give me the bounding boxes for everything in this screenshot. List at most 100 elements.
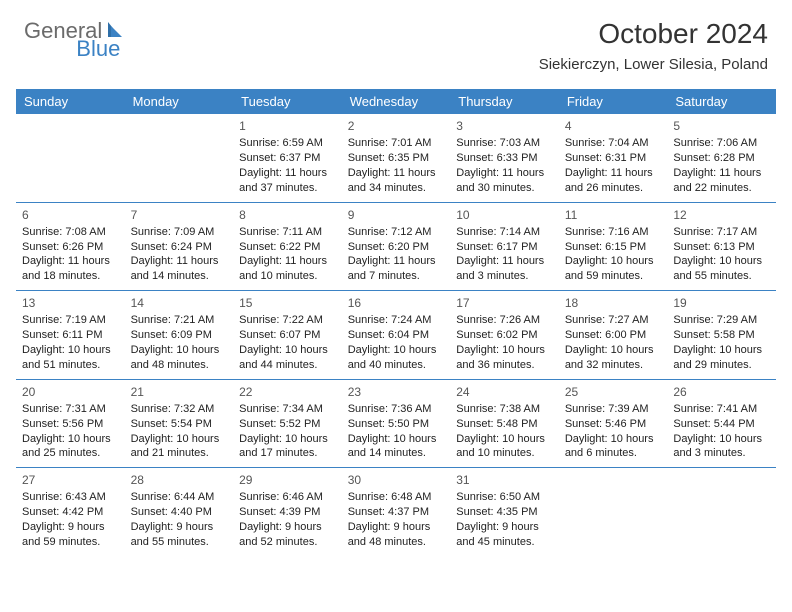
sunset-text: Sunset: 5:50 PM xyxy=(348,417,445,432)
sunset-text: Sunset: 4:37 PM xyxy=(348,505,445,520)
calendar-cell: 27Sunrise: 6:43 AMSunset: 4:42 PMDayligh… xyxy=(16,468,125,556)
calendar-cell: 4Sunrise: 7:04 AMSunset: 6:31 PMDaylight… xyxy=(559,114,668,202)
day-number: 19 xyxy=(673,295,770,311)
calendar-cell: 16Sunrise: 7:24 AMSunset: 6:04 PMDayligh… xyxy=(342,291,451,380)
sunrise-text: Sunrise: 7:17 AM xyxy=(673,225,770,240)
calendar-body: 1Sunrise: 6:59 AMSunset: 6:37 PMDaylight… xyxy=(16,114,776,556)
calendar-cell: 9Sunrise: 7:12 AMSunset: 6:20 PMDaylight… xyxy=(342,202,451,291)
calendar-cell xyxy=(125,114,234,202)
sunset-text: Sunset: 6:15 PM xyxy=(565,240,662,255)
calendar-cell: 2Sunrise: 7:01 AMSunset: 6:35 PMDaylight… xyxy=(342,114,451,202)
sunrise-text: Sunrise: 7:34 AM xyxy=(239,402,336,417)
daylight-text: Daylight: 11 hours and 34 minutes. xyxy=(348,166,445,196)
calendar-cell: 18Sunrise: 7:27 AMSunset: 6:00 PMDayligh… xyxy=(559,291,668,380)
daylight-text: Daylight: 10 hours and 48 minutes. xyxy=(131,343,228,373)
day-number: 7 xyxy=(131,207,228,223)
calendar-cell: 20Sunrise: 7:31 AMSunset: 5:56 PMDayligh… xyxy=(16,379,125,468)
sunrise-text: Sunrise: 7:11 AM xyxy=(239,225,336,240)
day-number: 12 xyxy=(673,207,770,223)
day-header: Monday xyxy=(125,89,234,114)
page-title: October 2024 xyxy=(539,18,768,50)
calendar-week-row: 13Sunrise: 7:19 AMSunset: 6:11 PMDayligh… xyxy=(16,291,776,380)
logo: General Blue xyxy=(24,18,174,44)
daylight-text: Daylight: 10 hours and 44 minutes. xyxy=(239,343,336,373)
daylight-text: Daylight: 11 hours and 22 minutes. xyxy=(673,166,770,196)
daylight-text: Daylight: 10 hours and 36 minutes. xyxy=(456,343,553,373)
day-number: 17 xyxy=(456,295,553,311)
day-header: Sunday xyxy=(16,89,125,114)
daylight-text: Daylight: 11 hours and 18 minutes. xyxy=(22,254,119,284)
sunrise-text: Sunrise: 7:19 AM xyxy=(22,313,119,328)
sunset-text: Sunset: 6:07 PM xyxy=(239,328,336,343)
calendar-cell: 5Sunrise: 7:06 AMSunset: 6:28 PMDaylight… xyxy=(667,114,776,202)
day-number: 16 xyxy=(348,295,445,311)
sunset-text: Sunset: 4:39 PM xyxy=(239,505,336,520)
calendar-cell: 15Sunrise: 7:22 AMSunset: 6:07 PMDayligh… xyxy=(233,291,342,380)
sunrise-text: Sunrise: 7:08 AM xyxy=(22,225,119,240)
daylight-text: Daylight: 10 hours and 40 minutes. xyxy=(348,343,445,373)
day-number: 21 xyxy=(131,384,228,400)
day-number: 20 xyxy=(22,384,119,400)
sunrise-text: Sunrise: 7:09 AM xyxy=(131,225,228,240)
calendar-cell: 22Sunrise: 7:34 AMSunset: 5:52 PMDayligh… xyxy=(233,379,342,468)
daylight-text: Daylight: 10 hours and 29 minutes. xyxy=(673,343,770,373)
sunset-text: Sunset: 6:24 PM xyxy=(131,240,228,255)
daylight-text: Daylight: 10 hours and 10 minutes. xyxy=(456,432,553,462)
calendar-cell: 26Sunrise: 7:41 AMSunset: 5:44 PMDayligh… xyxy=(667,379,776,468)
daylight-text: Daylight: 9 hours and 45 minutes. xyxy=(456,520,553,550)
sunrise-text: Sunrise: 6:44 AM xyxy=(131,490,228,505)
sunrise-text: Sunrise: 7:38 AM xyxy=(456,402,553,417)
sunrise-text: Sunrise: 6:50 AM xyxy=(456,490,553,505)
sunrise-text: Sunrise: 7:32 AM xyxy=(131,402,228,417)
daylight-text: Daylight: 11 hours and 30 minutes. xyxy=(456,166,553,196)
daylight-text: Daylight: 11 hours and 14 minutes. xyxy=(131,254,228,284)
day-number: 5 xyxy=(673,118,770,134)
sunset-text: Sunset: 6:26 PM xyxy=(22,240,119,255)
calendar-cell: 3Sunrise: 7:03 AMSunset: 6:33 PMDaylight… xyxy=(450,114,559,202)
day-header: Saturday xyxy=(667,89,776,114)
day-number: 14 xyxy=(131,295,228,311)
calendar-cell: 24Sunrise: 7:38 AMSunset: 5:48 PMDayligh… xyxy=(450,379,559,468)
calendar-cell xyxy=(667,468,776,556)
sunset-text: Sunset: 6:35 PM xyxy=(348,151,445,166)
daylight-text: Daylight: 10 hours and 21 minutes. xyxy=(131,432,228,462)
day-number: 6 xyxy=(22,207,119,223)
calendar-cell: 10Sunrise: 7:14 AMSunset: 6:17 PMDayligh… xyxy=(450,202,559,291)
sunrise-text: Sunrise: 6:43 AM xyxy=(22,490,119,505)
day-number: 9 xyxy=(348,207,445,223)
sunset-text: Sunset: 6:13 PM xyxy=(673,240,770,255)
sunset-text: Sunset: 6:31 PM xyxy=(565,151,662,166)
day-number: 23 xyxy=(348,384,445,400)
sunset-text: Sunset: 5:54 PM xyxy=(131,417,228,432)
calendar-cell: 25Sunrise: 7:39 AMSunset: 5:46 PMDayligh… xyxy=(559,379,668,468)
sunrise-text: Sunrise: 7:21 AM xyxy=(131,313,228,328)
day-number: 4 xyxy=(565,118,662,134)
sunrise-text: Sunrise: 7:01 AM xyxy=(348,136,445,151)
sunset-text: Sunset: 5:52 PM xyxy=(239,417,336,432)
sunrise-text: Sunrise: 7:31 AM xyxy=(22,402,119,417)
sunrise-text: Sunrise: 7:12 AM xyxy=(348,225,445,240)
daylight-text: Daylight: 10 hours and 51 minutes. xyxy=(22,343,119,373)
day-number: 31 xyxy=(456,472,553,488)
sunrise-text: Sunrise: 7:04 AM xyxy=(565,136,662,151)
day-number: 26 xyxy=(673,384,770,400)
sunrise-text: Sunrise: 7:27 AM xyxy=(565,313,662,328)
sunset-text: Sunset: 6:09 PM xyxy=(131,328,228,343)
sunrise-text: Sunrise: 6:48 AM xyxy=(348,490,445,505)
calendar-header-row: SundayMondayTuesdayWednesdayThursdayFrid… xyxy=(16,89,776,114)
daylight-text: Daylight: 10 hours and 32 minutes. xyxy=(565,343,662,373)
sunset-text: Sunset: 5:58 PM xyxy=(673,328,770,343)
sunset-text: Sunset: 5:46 PM xyxy=(565,417,662,432)
day-header: Tuesday xyxy=(233,89,342,114)
calendar-cell: 31Sunrise: 6:50 AMSunset: 4:35 PMDayligh… xyxy=(450,468,559,556)
calendar-cell: 13Sunrise: 7:19 AMSunset: 6:11 PMDayligh… xyxy=(16,291,125,380)
day-number: 29 xyxy=(239,472,336,488)
sunset-text: Sunset: 4:42 PM xyxy=(22,505,119,520)
day-number: 10 xyxy=(456,207,553,223)
calendar-cell: 28Sunrise: 6:44 AMSunset: 4:40 PMDayligh… xyxy=(125,468,234,556)
day-number: 1 xyxy=(239,118,336,134)
sunrise-text: Sunrise: 7:16 AM xyxy=(565,225,662,240)
daylight-text: Daylight: 10 hours and 3 minutes. xyxy=(673,432,770,462)
sunrise-text: Sunrise: 7:24 AM xyxy=(348,313,445,328)
calendar-cell: 14 Sunrise: 7:21 AMSunset: 6:09 PMDayligh… xyxy=(125,291,234,380)
